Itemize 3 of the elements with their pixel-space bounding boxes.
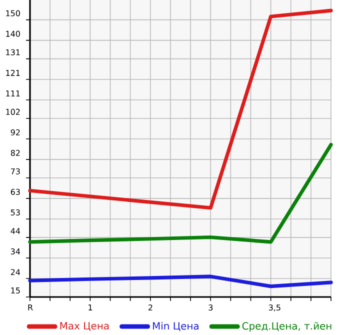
- legend-label: Max Цена: [60, 322, 109, 331]
- legend-label: Сред.Цена, т.йен: [242, 322, 332, 332]
- legend-label: Min Цена: [153, 322, 198, 332]
